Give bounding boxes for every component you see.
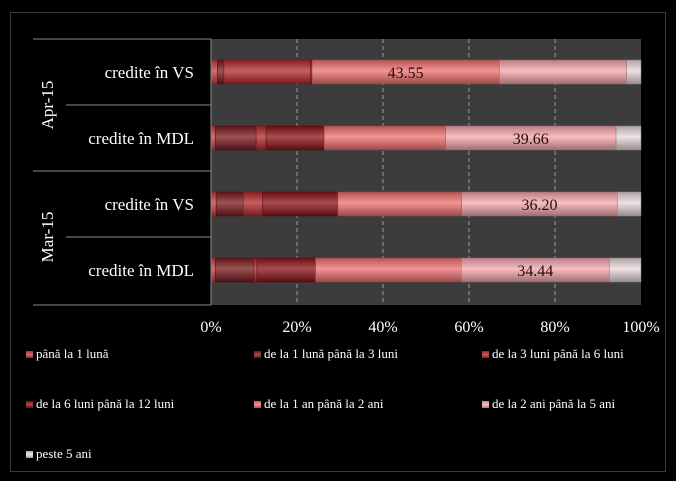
category-label: credite în MDL [88, 261, 194, 280]
bar-segment [256, 257, 316, 283]
bar-segment [215, 125, 257, 151]
data-label: 36.20 [522, 197, 558, 214]
data-label: 43.55 [388, 65, 424, 82]
bar-segment [337, 191, 462, 217]
category-label: credite în MDL [88, 129, 194, 148]
bar-segment [210, 59, 218, 85]
bar-segment [265, 125, 325, 151]
x-tick-label: 40% [368, 319, 397, 336]
bar-segment [223, 59, 312, 85]
data-label: 34.44 [517, 263, 553, 280]
bar-segment [609, 257, 642, 283]
bar-segment [323, 125, 446, 151]
bar-segment [626, 59, 642, 85]
bar-segment [253, 257, 258, 283]
bar-segment [615, 125, 642, 151]
x-tick-label: 100% [622, 319, 659, 336]
bar-segment [210, 191, 217, 217]
x-tick-label: 80% [540, 319, 569, 336]
bar-segment [461, 191, 618, 217]
bar-segment [311, 59, 500, 85]
category-label: credite în VS [105, 195, 194, 214]
bar-segment [243, 191, 263, 217]
bar-segment [445, 125, 617, 151]
bar-segment [210, 125, 216, 151]
bar-segment [499, 59, 627, 85]
bar-segment [215, 191, 244, 217]
x-tick-label: 60% [454, 319, 483, 336]
bar-segment [617, 191, 642, 217]
group-label: Apr-15 [38, 81, 57, 130]
data-label: 39.66 [513, 131, 549, 148]
bar-segment [255, 125, 267, 151]
bar-segment [262, 191, 339, 217]
x-tick-label: 20% [282, 319, 311, 336]
bar-segment [461, 257, 610, 283]
group-label: Mar-15 [38, 212, 57, 263]
x-tick-label: 0% [200, 319, 221, 336]
bar-segment [315, 257, 462, 283]
bar-segment [215, 257, 255, 283]
category-label: credite în VS [105, 63, 194, 82]
bar-segment [217, 59, 225, 85]
bar-segment [210, 257, 216, 283]
